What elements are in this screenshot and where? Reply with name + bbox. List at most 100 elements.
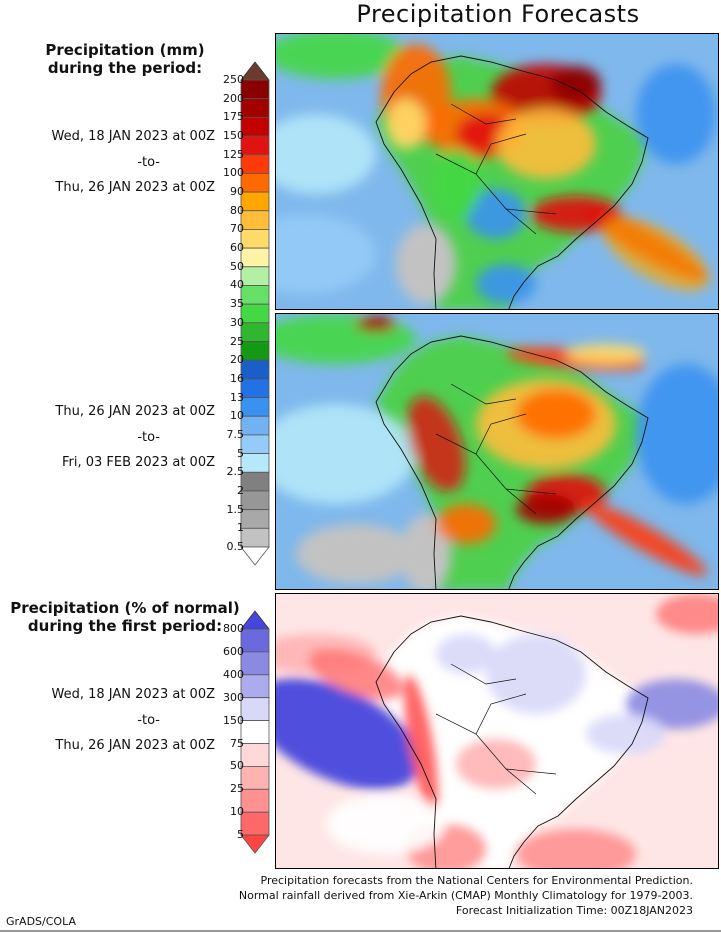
colorbar-segment: [240, 397, 270, 417]
colorbar-tick-label: 35: [230, 297, 244, 311]
colorbar-tick-label: 10: [230, 409, 244, 423]
colorbar-tick-label: 16: [230, 371, 244, 385]
colorbar-tick-label: 2.5: [226, 465, 245, 479]
precip-blob: [276, 678, 420, 790]
colorbar-tick-label: 5: [237, 828, 244, 842]
colorbar-tick-label: 13: [230, 390, 244, 404]
colorbar-segment: [240, 811, 270, 836]
colorbar-segment: [240, 229, 270, 249]
colorbar-tick-label: 125: [223, 147, 244, 161]
divider: [0, 930, 721, 932]
precip-blob: [486, 634, 586, 714]
colorbar-tick-label: 60: [230, 241, 244, 255]
colorbar-segment: [240, 154, 270, 174]
footer-line: Forecast Initialization Time: 00Z18JAN20…: [455, 904, 693, 917]
precip-blob: [551, 66, 601, 102]
precip-blob: [326, 794, 446, 854]
colorbar-segment: [240, 697, 270, 721]
precip-blob: [276, 214, 376, 294]
map-panel-period1: [275, 33, 719, 310]
colorbar-segment: [240, 135, 270, 156]
colorbar-segment: [240, 509, 270, 529]
colorbar-segment: [240, 651, 270, 676]
precip-blob: [602, 217, 710, 291]
colorbar-segment: [240, 173, 270, 193]
colorbar-segment: [240, 341, 270, 361]
precip-blob: [404, 675, 438, 813]
precip-blob: [276, 404, 416, 504]
period1-end: Thu, 26 JAN 2023 at 00Z: [55, 180, 215, 195]
colorbar-segment: [240, 266, 270, 286]
colorbar-tick-label: 600: [223, 644, 244, 658]
precip-mm-header: Precipitation (mm) during the period:: [20, 41, 230, 77]
precip-blob: [401, 514, 451, 589]
precip-blob: [436, 504, 496, 544]
coastline: [375, 615, 649, 868]
colorbar-segment: [240, 743, 270, 767]
colorbar-segment: [240, 303, 270, 324]
coastline: [375, 335, 649, 589]
map-panel-percent-normal: [275, 593, 719, 869]
colorbar-top-arrow: [240, 610, 270, 630]
precip-blob: [656, 594, 718, 634]
period1-start: Wed, 18 JAN 2023 at 00Z: [51, 129, 216, 144]
colorbar-tick-label: 50: [230, 259, 244, 273]
header-line: during the period:: [47, 59, 203, 77]
precip-blob: [586, 714, 666, 754]
precip-blob: [308, 648, 404, 700]
colorbar-tick-label: 250: [223, 73, 244, 86]
colorbar-segment: [240, 191, 270, 212]
colorbar-segment: [240, 720, 270, 744]
colorbar-tick-label: 10: [230, 805, 244, 819]
precip-map: [276, 314, 718, 589]
precip-blob: [456, 739, 536, 789]
footer-line: Precipitation forecasts from the Nationa…: [260, 874, 694, 887]
colorbar-tick-label: 25: [230, 334, 244, 348]
colorbar-segment: [240, 471, 270, 492]
colorbar-tick-label: 70: [230, 222, 244, 236]
header-line: Precipitation (mm): [45, 41, 205, 59]
colorbar-segment: [240, 247, 270, 268]
colorbar-segment: [240, 628, 270, 653]
period3-start: Wed, 18 JAN 2023 at 00Z: [51, 687, 216, 702]
colorbar-tick-label: 100: [223, 166, 244, 180]
precip-blob: [431, 149, 481, 219]
colorbar-tick-label: 25: [230, 782, 244, 796]
colorbar-segment: [240, 322, 270, 342]
colorbar-tick-label: 90: [230, 185, 244, 199]
country-borders: [435, 383, 557, 515]
colorbar-segment: [240, 79, 270, 100]
country-borders: [435, 663, 557, 795]
colorbar-tick-label: 40: [230, 278, 244, 292]
precip-blob: [396, 224, 456, 304]
coastline: [375, 55, 649, 309]
colorbar-tick-label: 80: [230, 203, 244, 217]
period3-to: -to-: [137, 713, 160, 728]
colorbar-top-arrow: [240, 61, 270, 81]
precip-blob: [406, 396, 466, 492]
precip-blob: [386, 99, 426, 149]
map-panel-period2: [275, 313, 719, 590]
precip-blob: [296, 524, 416, 584]
precip-blob: [516, 829, 636, 868]
colorbar-bottom-arrow: [240, 546, 270, 566]
colorbar-segment: [240, 674, 270, 699]
precip-blob: [466, 189, 526, 239]
header-line: during the first period:: [27, 617, 223, 635]
colorbar-tick-label: 0.5: [226, 540, 245, 553]
colorbar-segment: [240, 527, 270, 548]
grads-credit: GrADS/COLA: [6, 915, 76, 928]
precip-blob: [636, 364, 718, 504]
colorbar-segment: [240, 285, 270, 305]
colorbar-segment: [240, 490, 270, 511]
colorbar-tick-label: 75: [230, 736, 244, 750]
colorbar-tick-label: 150: [223, 713, 244, 727]
precip-mm-colorbar: [240, 61, 270, 566]
precip-blob: [516, 494, 576, 524]
colorbar-tick-label: 2: [237, 483, 244, 497]
colorbar-tick-label: 400: [223, 667, 244, 681]
colorbar-tick-label: 1: [237, 521, 244, 535]
colorbar-segment: [240, 378, 270, 398]
period1-to: -to-: [137, 155, 160, 170]
colorbar-tick-label: 300: [223, 690, 244, 704]
